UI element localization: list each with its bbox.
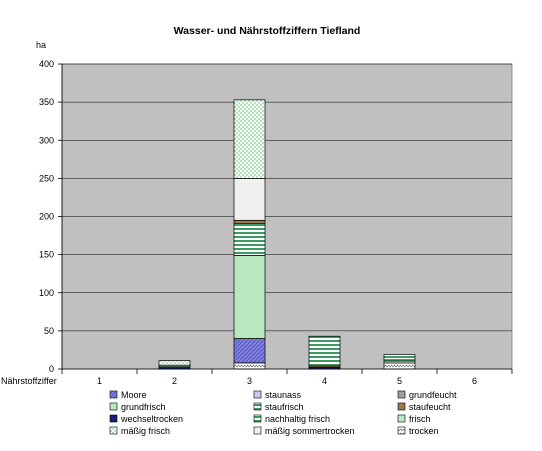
bar-segment-3-mäßig-frisch [233,99,266,179]
bars [158,99,416,370]
legend-label: wechseltrocken [120,414,183,424]
y-axis-unit-label: ha [36,40,46,50]
bar-segment-5-staufrisch [383,359,416,364]
bar-segment-3-trocken [233,362,266,370]
legend-swatch [109,390,118,399]
legend-swatch [397,414,406,423]
legend-swatch [109,426,118,435]
legend-label: trocken [409,426,439,436]
chart-title: Wasser- und Nährstoffziffern Tiefland [174,25,361,37]
gridlines [62,63,512,332]
legend-label: mäßig frisch [121,426,170,436]
legend-item-grundfeucht: grundfeucht [397,390,457,400]
y-tick-label-50: 50 [44,326,54,336]
legend-item-grundfrisch: grundfrisch [109,402,166,412]
x-tick-label-5: 5 [397,376,402,386]
bar-segment-3-Moore [233,338,266,364]
legend-swatch [397,390,406,399]
legend: Moore staunass grundfeucht grundfrisch stauf… [109,390,457,436]
x-axis-title: Nährstoffziffer [1,376,57,386]
x-tick-label-4: 4 [322,376,327,386]
legend-item-Moore: Moore [109,390,147,400]
legend-item-wechseltrocken: wechseltrocken [109,414,183,424]
bar-segment-4-nachhaltig-frisch [308,335,341,367]
y-tick-label-100: 100 [39,288,54,298]
legend-item-staufrisch: staufrisch [253,402,304,412]
bar-segment-3-grundfrisch [233,255,266,339]
bar-segment-3-staufeucht [233,219,266,224]
legend-label: grundfrisch [121,402,166,412]
legend-swatch [253,426,262,435]
legend-label: frisch [409,414,431,424]
y-tick-label-350: 350 [39,97,54,107]
legend-swatch [109,414,118,423]
legend-swatch [253,414,262,423]
legend-label: grundfeucht [409,390,457,400]
legend-swatch [253,390,262,399]
legend-item-staunass: staunass [253,390,302,400]
bar-segment-5-nachhaltig-frisch [383,354,416,361]
legend-item-mäßig-sommertrocken: mäßig sommertrocken [253,426,355,436]
legend-label: staunass [265,390,302,400]
legend-swatch [253,402,262,411]
axes: 0 50 100 150 200 250 300 350 400 1 2 3 4 5 6 [39,59,513,386]
legend-item-trocken: trocken [397,426,439,436]
y-tick-label-300: 300 [39,135,54,145]
legend-item-frisch: frisch [397,414,431,424]
x-tick-label-3: 3 [247,376,252,386]
y-tick-label-0: 0 [49,364,54,374]
legend-item-staufeucht: staufeucht [397,402,451,412]
x-tick-label-1: 1 [97,376,102,386]
legend-label: staufrisch [265,402,304,412]
legend-item-nachhaltig-frisch: nachhaltig frisch [253,414,330,424]
legend-label: nachhaltig frisch [265,414,330,424]
x-tick-label-6: 6 [472,376,477,386]
bar-segment-3-mäßig-sommertrocken [233,178,266,221]
legend-item-mäßig-frisch: mäßig frisch [109,426,170,436]
legend-swatch [397,426,406,435]
bar-segment-2-mäßig-frisch [158,360,191,366]
bar-segment-5-trocken [383,362,416,370]
y-tick-label-250: 250 [39,173,54,183]
y-tick-label-400: 400 [39,59,54,69]
legend-swatch [109,402,118,411]
legend-label: Moore [121,390,147,400]
bar-segment-3-staufrisch [233,223,266,256]
x-tick-label-2: 2 [172,376,177,386]
legend-label: staufeucht [409,402,451,412]
legend-swatch [397,402,406,411]
legend-label: mäßig sommertrocken [265,426,355,436]
y-tick-label-150: 150 [39,250,54,260]
y-tick-label-200: 200 [39,212,54,222]
